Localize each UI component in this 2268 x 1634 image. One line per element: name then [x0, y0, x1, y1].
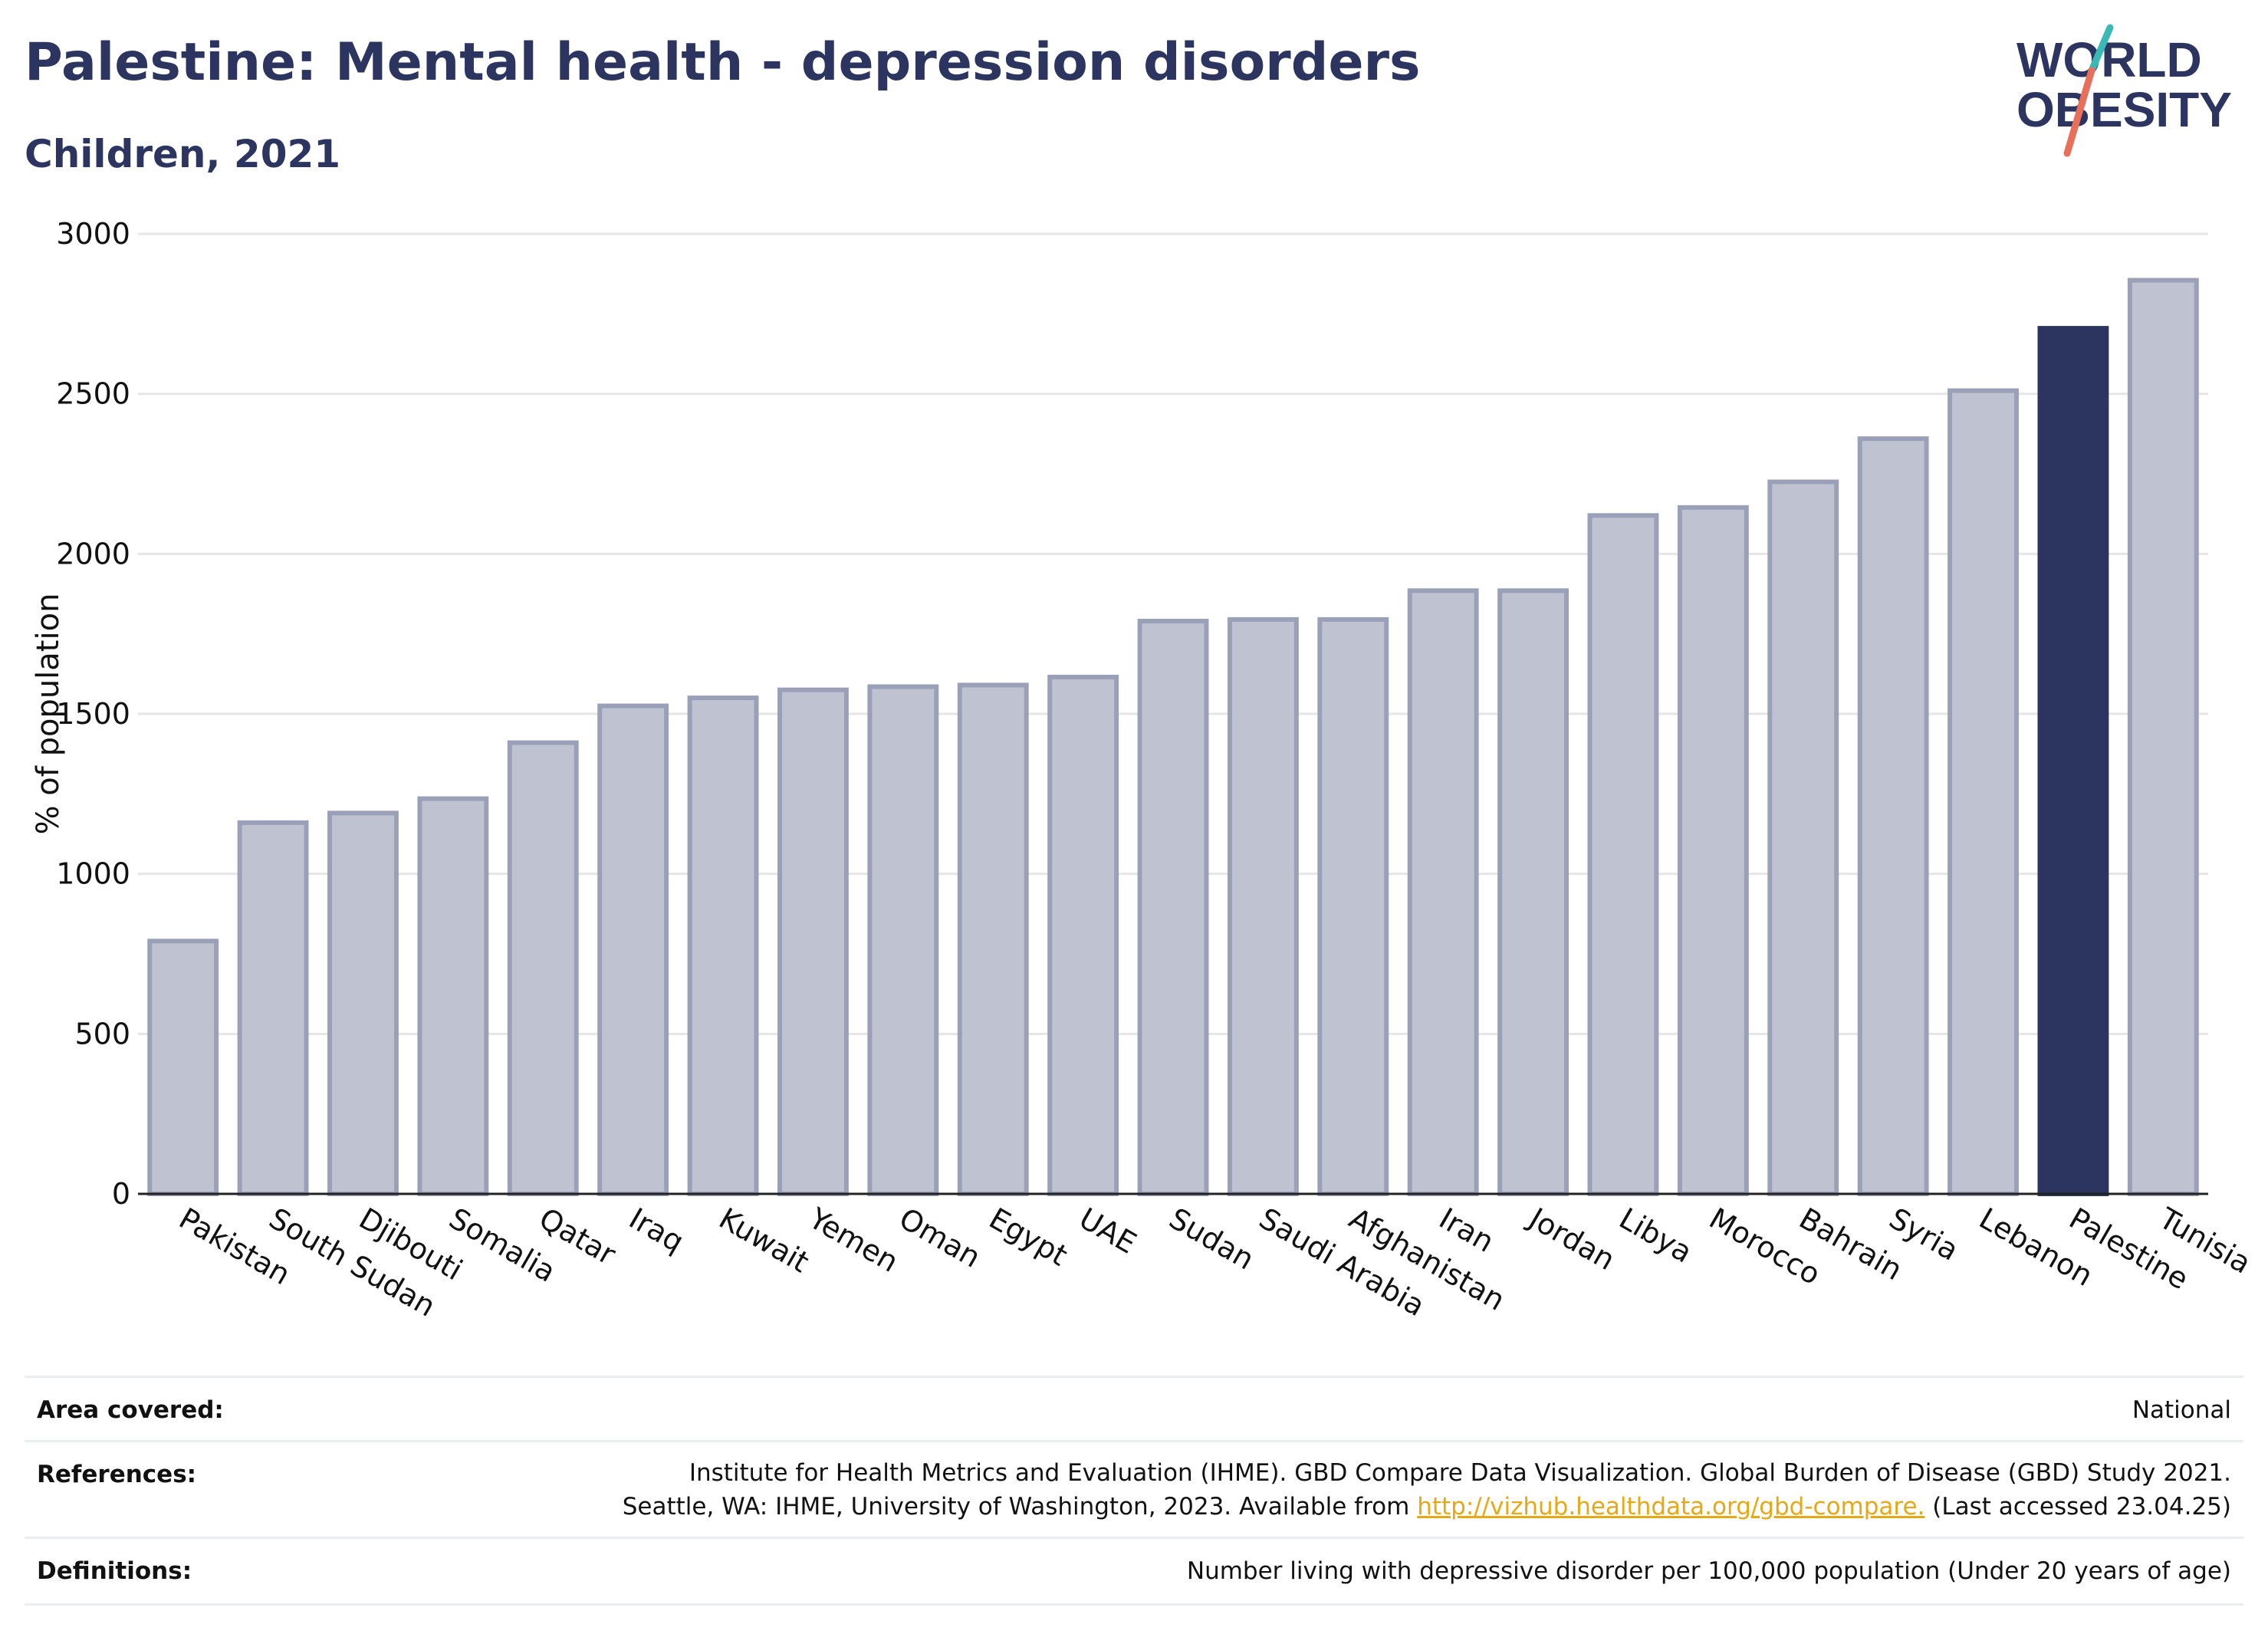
- logo-slash-teal: [2088, 24, 2114, 74]
- chart-title: Palestine: Mental health - depression di…: [25, 32, 1421, 93]
- bar-iran: [1407, 588, 1479, 1196]
- x-tick-label: Oman: [893, 1202, 986, 1274]
- y-tick-label: 500: [74, 1017, 130, 1050]
- x-tick-label: Yemen: [803, 1201, 904, 1279]
- bar-qatar: [507, 740, 579, 1196]
- bar-somalia: [417, 796, 489, 1197]
- references-line2: Seattle, WA: IHME, University of Washing…: [623, 1490, 2231, 1524]
- bar-djibouti: [327, 810, 399, 1196]
- footer-row-area: Area covered: National: [25, 1376, 2243, 1442]
- footer-row-definitions: Definitions: Number living with depressi…: [25, 1537, 2243, 1606]
- world-obesity-logo: WORLD OBESITY: [2017, 24, 2232, 157]
- bar-sudan: [1137, 618, 1209, 1196]
- bar-pakistan: [147, 939, 219, 1196]
- x-tick-label: UAE: [1073, 1202, 1142, 1261]
- x-tick-label: Sudan: [1164, 1202, 1261, 1277]
- references-line2-pre: Seattle, WA: IHME, University of Washing…: [622, 1493, 1418, 1521]
- references-value: Institute for Health Metrics and Evaluat…: [623, 1456, 2231, 1524]
- bar-afghanistan: [1317, 616, 1389, 1196]
- bar-iraq: [597, 703, 669, 1196]
- area-value: National: [2132, 1396, 2231, 1424]
- bar-yemen: [777, 687, 849, 1196]
- footer-row-references: References: Institute for Health Metrics…: [25, 1440, 2243, 1539]
- bar-morocco: [1677, 505, 1749, 1196]
- bar-uae: [1047, 675, 1119, 1196]
- bar-kuwait: [687, 695, 759, 1196]
- x-tick-label: Egypt: [984, 1202, 1073, 1273]
- x-tick-label: Iraq: [623, 1202, 689, 1259]
- references-line1: Institute for Health Metrics and Evaluat…: [689, 1459, 2231, 1487]
- x-tick-label: Kuwait: [714, 1202, 815, 1280]
- chart-subtitle: Children, 2021: [25, 132, 341, 176]
- bar-lebanon: [1948, 388, 2019, 1197]
- bar-tunisia: [2127, 278, 2199, 1197]
- definitions-value: Number living with depressive disorder p…: [1186, 1557, 2231, 1585]
- bar-egypt: [957, 682, 1029, 1196]
- y-tick-label: 2500: [56, 377, 130, 411]
- area-label: Area covered:: [37, 1396, 224, 1424]
- y-axis-label: % of population: [31, 593, 66, 835]
- x-tick-label: Jordan: [1522, 1201, 1620, 1277]
- bar-oman: [867, 684, 939, 1196]
- bar-south-sudan: [237, 820, 309, 1196]
- bar-syria: [1857, 436, 1929, 1196]
- logo-line1: WORLD: [2017, 32, 2202, 87]
- bar-palestine: [2037, 326, 2109, 1197]
- y-tick-label: 1500: [56, 697, 130, 731]
- y-tick-label: 3000: [56, 217, 130, 251]
- references-link[interactable]: http://vizhub.healthdata.org/gbd-compare…: [1417, 1493, 1925, 1521]
- bar-libya: [1587, 513, 1659, 1196]
- logo-slash-coral: [2063, 67, 2095, 157]
- y-tick-label: 2000: [56, 537, 130, 570]
- logo-line2: OBESITY: [2017, 82, 2232, 137]
- references-line2-post: (Last accessed 23.04.25): [1925, 1493, 2231, 1521]
- y-tick-label: 0: [112, 1177, 130, 1211]
- bar-jordan: [1497, 588, 1570, 1196]
- definitions-label: Definitions:: [37, 1557, 192, 1585]
- bar-bahrain: [1767, 479, 1839, 1196]
- y-tick-label: 1000: [56, 857, 130, 891]
- bar-saudi-arabia: [1227, 616, 1299, 1196]
- x-tick-label: Libya: [1613, 1202, 1698, 1270]
- references-label: References:: [37, 1461, 197, 1488]
